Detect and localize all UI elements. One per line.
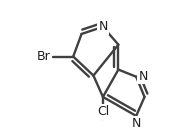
Text: Cl: Cl — [97, 105, 109, 118]
Text: N: N — [98, 20, 108, 33]
Text: N: N — [139, 70, 148, 83]
Text: N: N — [132, 117, 141, 130]
Text: Br: Br — [37, 50, 51, 63]
